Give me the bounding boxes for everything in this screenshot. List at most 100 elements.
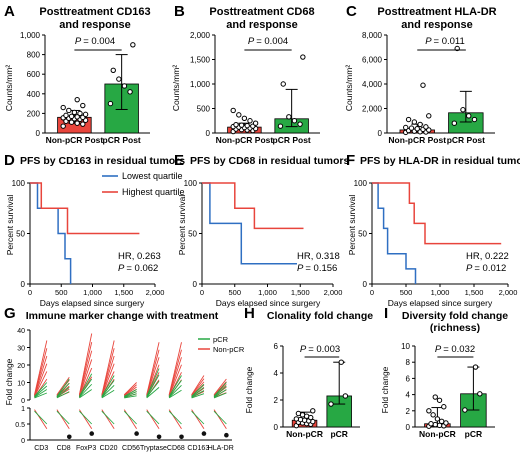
x-tick-label: CD68: [167, 445, 185, 452]
y-tick-label: 100: [184, 179, 198, 188]
pcr-line: [168, 389, 182, 399]
panel-f-xlabel: Days elapsed since surgery: [388, 298, 493, 308]
pcr-line: [56, 378, 70, 397]
pcr-line: [34, 389, 48, 398]
y-tick-label: 6,000: [362, 56, 383, 65]
data-point: [80, 121, 86, 127]
panel-letter-a: A: [4, 3, 15, 20]
x-tick-label: pCR: [465, 429, 482, 439]
data-point: [60, 123, 66, 129]
panel-h-pvalue: P = 0.003: [300, 344, 340, 355]
data-point: [432, 394, 438, 400]
x-tick-label: pCR: [330, 429, 347, 439]
data-point: [430, 412, 436, 418]
panel-letter-g: G: [4, 305, 16, 322]
x-tick-label: 2,000: [499, 288, 518, 297]
data-point: [451, 120, 458, 126]
nonpcr-line: [56, 376, 70, 396]
outlier-dot: [134, 431, 139, 436]
x-tick-label: 2,000: [146, 288, 165, 297]
panel-e-xlabel: Days elapsed since surgery: [216, 298, 321, 308]
data-point: [460, 107, 466, 113]
data-point: [426, 113, 432, 119]
panel-d-title: PFS by CD163 in residual tumors: [20, 155, 185, 167]
y-tick-label: 100: [354, 179, 368, 188]
km-curve-lowest: [372, 182, 417, 284]
pcr-line: [123, 410, 137, 425]
km-curve-highest: [202, 182, 304, 230]
panel-c-ylabel: Counts/mm²: [344, 65, 354, 111]
data-point: [110, 67, 116, 73]
pcr-line: [168, 375, 182, 397]
data-point: [238, 122, 245, 128]
y-tick-label: 0: [363, 280, 368, 289]
pcr-line: [191, 383, 205, 397]
pcr-line: [79, 410, 93, 425]
nonpcr-line: [123, 382, 137, 396]
x-tick-label: CD163: [187, 445, 209, 452]
panel-a-pvalue: P = 0.004: [75, 36, 115, 47]
y-tick-label: 100: [12, 179, 26, 188]
panel-d-p: P = 0.062: [118, 263, 158, 274]
data-point: [280, 81, 286, 87]
pcr-line: [124, 391, 137, 398]
nonpcr-line: [191, 378, 205, 396]
data-point: [300, 54, 306, 60]
pcr-line: [213, 389, 227, 398]
panel-f-ylabel: Percent survival: [347, 195, 357, 256]
data-point: [436, 397, 443, 403]
panel-a-title-2: and response: [59, 19, 131, 31]
data-point: [80, 102, 86, 109]
panel-letter-h: H: [244, 305, 255, 322]
y-tick-label: 0: [21, 438, 25, 445]
data-point: [74, 114, 80, 120]
data-point: [295, 410, 302, 417]
pcr-line: [146, 374, 160, 398]
y-tick-label: 50: [16, 230, 25, 239]
y-tick-label: 1,500: [190, 56, 211, 65]
p-value: = 0.062: [126, 263, 158, 274]
pcr-line: [168, 384, 182, 398]
panel-c-title-1: Posttreatment HLA-DR: [377, 6, 496, 18]
data-point: [462, 407, 468, 413]
x-tick-label: 0: [28, 288, 32, 297]
pcr-line: [56, 382, 70, 398]
y-tick-label: 40: [17, 328, 25, 335]
data-point: [286, 114, 292, 120]
y-tick-label: 4: [406, 391, 411, 400]
y-tick-label: 1: [21, 406, 25, 413]
pcr-line: [146, 387, 160, 399]
x-tick-label: 1,500: [465, 288, 484, 297]
panel-g-title: Immune marker change with treatment: [26, 310, 219, 322]
p-value: = 0.011: [434, 36, 465, 47]
panel-e-p: P = 0.156: [297, 263, 337, 274]
data-point: [426, 408, 432, 414]
panel-g-ylabel: Fold change: [4, 358, 14, 405]
pcr-line: [146, 380, 160, 398]
outlier-dot: [201, 431, 207, 436]
pcr-line: [168, 380, 182, 398]
data-point: [130, 42, 136, 48]
panel-h-ylabel: Fold change: [244, 366, 254, 413]
p-value: = 0.032: [443, 344, 475, 355]
pcr-line: [124, 393, 137, 398]
panel-i-pvalue: P = 0.032: [435, 344, 475, 355]
nonpcr-line: [78, 359, 93, 397]
pcr-line: [101, 410, 115, 425]
nonpcr-line: [213, 378, 227, 396]
y-tick-label: 600: [27, 70, 41, 79]
data-point: [405, 116, 412, 123]
y-tick-label: 30: [17, 346, 25, 353]
y-tick-label: 2: [406, 407, 411, 416]
panel-f-hr: HR, 0.222: [466, 251, 509, 262]
y-tick-label: 50: [358, 230, 367, 239]
pcr-line: [213, 385, 227, 398]
data-point: [471, 116, 478, 123]
data-point: [432, 421, 438, 428]
data-point: [74, 96, 80, 103]
y-tick-label: 10: [17, 381, 25, 388]
data-point: [338, 359, 344, 365]
legend-nonpcr-label: Non-pCR: [213, 345, 245, 354]
y-tick-label: 6: [406, 374, 411, 383]
